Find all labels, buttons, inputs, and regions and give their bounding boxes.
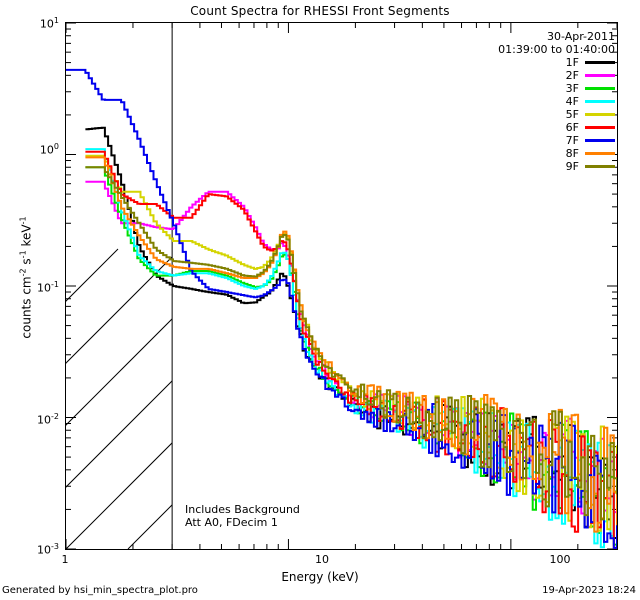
y-axis-label: counts cm-2 s-1 keV-1 [18, 216, 34, 339]
ytick-label-1e-1: 10-1 [37, 280, 59, 295]
legend-color-swatch [585, 61, 615, 64]
xtick-label-1: 1 [61, 553, 69, 566]
legend-label: 6F [565, 121, 579, 134]
series-line-9f [85, 166, 617, 521]
legend-item-3f: 3F [430, 82, 615, 95]
legend-color-swatch [585, 139, 615, 142]
legend-label: 1F [565, 56, 579, 69]
annotation-line-1: Includes Background [185, 503, 300, 516]
series-line-7f [66, 68, 617, 549]
axis-ticks [66, 23, 617, 549]
legend-label: 3F [565, 82, 579, 95]
legend-color-swatch [585, 100, 615, 103]
legend-item-5f: 5F [430, 108, 615, 121]
plot-area [65, 22, 618, 550]
annotation-line-2: Att A0, FDecim 1 [185, 516, 278, 529]
legend-entries: 1F 2F 3F 4F 5F 6F 7F 8F 9F [430, 56, 615, 173]
footer-generator: Generated by hsi_min_spectra_plot.pro [2, 585, 198, 596]
ytick-label-1e1: 101 [39, 16, 59, 31]
series-line-8f [85, 156, 617, 533]
legend-label: 2F [565, 69, 579, 82]
page-title: Count Spectra for RHESSI Front Segments [190, 4, 450, 18]
legend-color-swatch [585, 74, 615, 77]
ytick-label-1e0: 100 [39, 142, 59, 157]
legend-item-8f: 8F [430, 147, 615, 160]
plot-annotation: Includes Background Att A0, FDecim 1 [185, 503, 300, 529]
series-lines [66, 68, 617, 549]
legend-label: 9F [565, 160, 579, 173]
legend-item-6f: 6F [430, 121, 615, 134]
legend-color-swatch [585, 152, 615, 155]
ytick-label-1e-3: 10-3 [37, 542, 59, 557]
series-line-1f [85, 126, 617, 539]
legend-item-7f: 7F [430, 134, 615, 147]
legend-item-4f: 4F [430, 95, 615, 108]
x-axis-label: Energy (keV) [281, 570, 359, 584]
series-line-5f [85, 154, 617, 532]
legend-item-1f: 1F [430, 56, 615, 69]
legend-item-2f: 2F [430, 69, 615, 82]
legend-color-swatch [585, 126, 615, 129]
legend-date: 30-Apr-2011 [546, 30, 615, 43]
series-line-2f [85, 180, 617, 528]
legend-color-swatch [585, 113, 615, 116]
legend-label: 7F [565, 134, 579, 147]
xtick-label-10: 10 [315, 553, 329, 566]
legend-item-9f: 9F [430, 160, 615, 173]
legend: 30-Apr-2011 01:39:00 to 01:40:00 1F 2F 3F 4… [430, 30, 615, 173]
legend-time-range: 01:39:00 to 01:40:00 [498, 43, 615, 56]
footer-timestamp: 19-Apr-2023 18:24 [542, 585, 636, 596]
legend-color-swatch [585, 87, 615, 90]
legend-color-swatch [585, 165, 615, 168]
legend-label: 4F [565, 95, 579, 108]
legend-label: 5F [565, 108, 579, 121]
ytick-label-1e-2: 10-2 [37, 412, 59, 427]
spectra-plot-svg [66, 23, 617, 549]
series-line-3f [85, 166, 617, 548]
xtick-label-100: 100 [549, 553, 571, 566]
legend-label: 8F [565, 147, 579, 160]
